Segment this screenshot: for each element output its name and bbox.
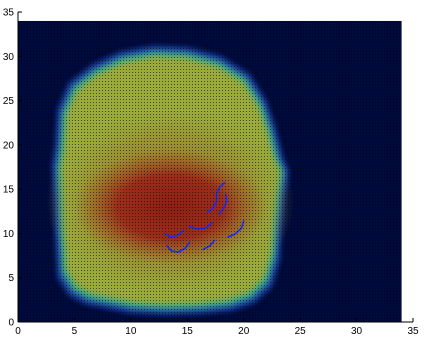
plot-area <box>18 20 402 322</box>
y-tick-label-30: 30 <box>3 52 15 63</box>
y-tick-label-0: 0 <box>8 318 14 329</box>
x-tick-label-35: 35 <box>407 326 419 337</box>
axes: 0 5 10 15 20 25 30 35 0 5 10 15 20 25 30 35 <box>3 8 419 338</box>
x-tick-label-20: 20 <box>238 326 250 337</box>
x-tick-label-5: 5 <box>72 326 78 337</box>
y-tick-label-5: 5 <box>8 273 14 284</box>
x-tick-label-0: 0 <box>15 326 21 337</box>
x-tick-label-30: 30 <box>351 326 363 337</box>
x-tick-label-25: 25 <box>295 326 307 337</box>
y-tick-label-20: 20 <box>3 140 15 151</box>
y-tick-label-10: 10 <box>3 229 15 240</box>
grid-overlay <box>18 20 402 322</box>
x-tick-label-10: 10 <box>125 326 137 337</box>
y-tick-label-15: 15 <box>3 185 15 196</box>
y-tick-label-35: 35 <box>3 8 15 19</box>
x-tick-label-15: 15 <box>182 326 194 337</box>
y-tick-label-25: 25 <box>3 96 15 107</box>
